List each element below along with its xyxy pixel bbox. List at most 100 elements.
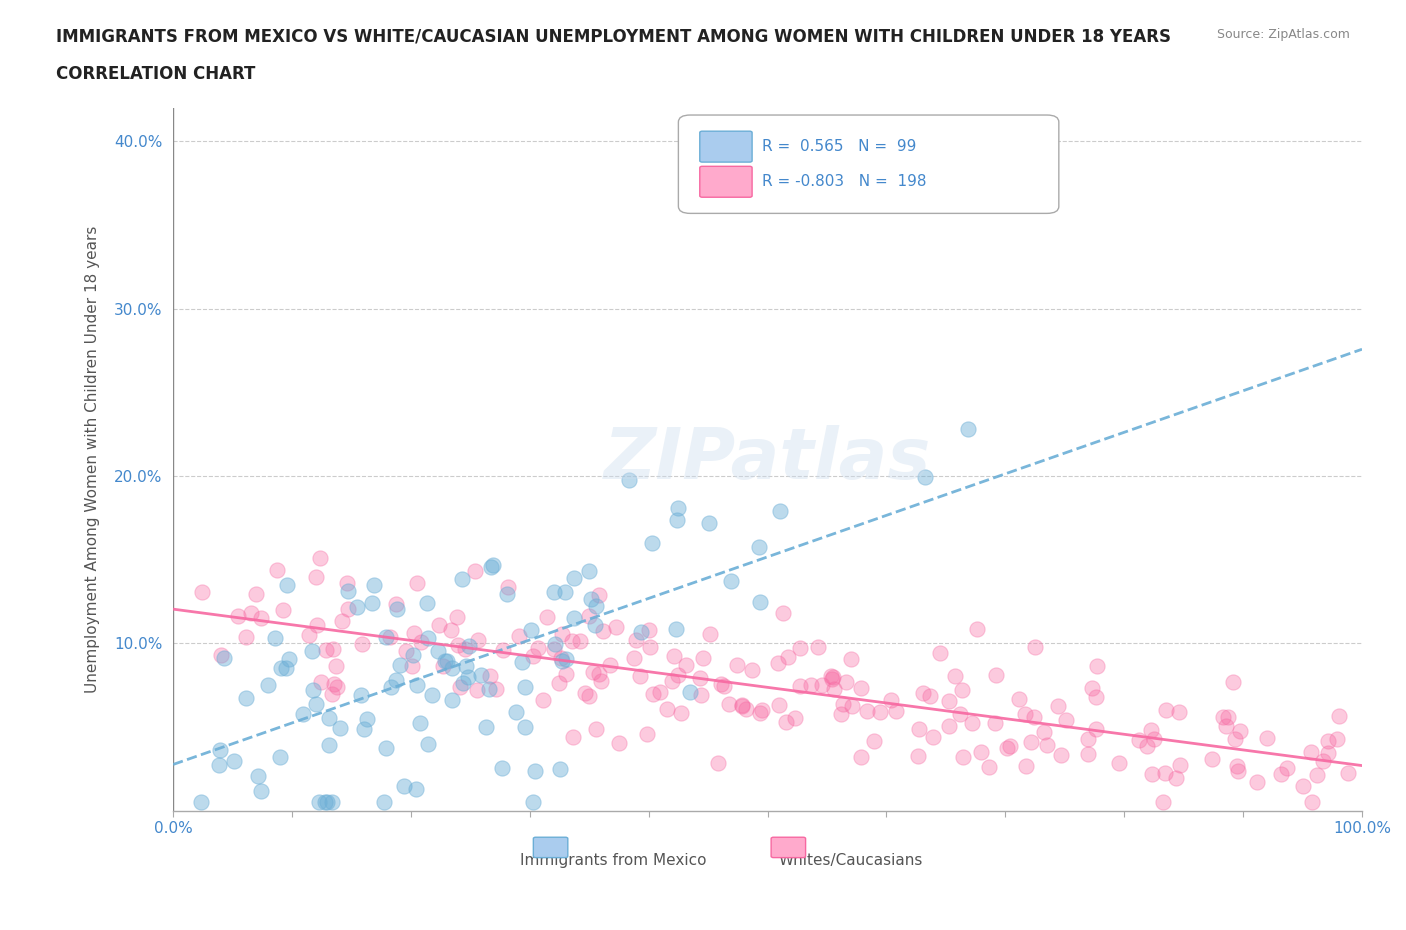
Point [692,650,714,665]
Point [479,559,502,574]
Point [315,643,337,658]
Point [669,706,692,721]
Point [318,711,340,725]
Point [966,622,988,637]
Point [478,669,501,684]
Point [222,753,245,768]
Point [522,649,544,664]
Point [554,585,576,600]
Point [276,578,298,592]
Point [1015,759,1038,774]
Point [562,610,585,625]
Point [675,658,697,672]
Point [543,584,565,599]
Point [748,539,770,554]
Point [783,711,806,725]
Point [1337,766,1360,781]
Point [432,658,454,673]
Point [440,693,463,708]
Point [315,795,337,810]
Point [266,563,288,578]
Point [1291,778,1313,793]
Text: Source: ZipAtlas.com: Source: ZipAtlas.com [1216,28,1350,41]
Point [920,689,942,704]
Point [766,656,789,671]
Point [1256,731,1278,746]
Point [352,637,374,652]
Point [257,677,280,692]
Point [475,720,498,735]
Point [226,609,249,624]
Point [235,630,257,644]
Point [336,576,359,591]
Point [208,742,231,757]
Point [321,686,343,701]
FancyBboxPatch shape [700,166,752,197]
Point [449,679,471,694]
Point [520,623,543,638]
Point [1008,692,1031,707]
Point [555,667,578,682]
Point [1140,766,1163,781]
Point [389,658,412,673]
Point [977,759,1000,774]
Point [464,564,486,578]
Point [446,637,468,652]
Point [938,719,960,734]
Point [921,729,943,744]
Point [862,734,884,749]
Point [950,683,973,698]
Point [605,619,627,634]
Point [713,679,735,694]
Point [952,750,974,764]
Point [513,720,536,735]
Point [821,671,844,686]
Point [929,645,952,660]
Point [1222,675,1244,690]
Point [578,688,600,703]
Point [332,614,354,629]
Point [446,609,468,624]
Point [624,633,647,648]
Y-axis label: Unemployment Among Women with Children Under 18 years: Unemployment Among Women with Children U… [86,226,100,693]
Point [578,564,600,578]
Point [1167,705,1189,720]
Point [1215,719,1237,734]
Point [190,795,212,810]
Point [477,682,499,697]
Point [465,682,488,697]
Point [821,670,844,684]
Point [851,750,873,764]
Point [496,579,519,594]
Point [451,675,474,690]
Point [583,618,606,632]
Point [436,654,458,669]
Point [406,678,429,693]
Point [984,716,1007,731]
Point [385,602,408,617]
Point [1226,759,1249,774]
Point [617,472,640,487]
Point [551,653,574,668]
Point [350,687,373,702]
Point [250,783,273,798]
Point [1317,745,1340,760]
Point [1152,795,1174,810]
Point [1077,732,1099,747]
Point [562,729,585,744]
Point [769,504,792,519]
Point [276,660,298,675]
Point [731,698,754,712]
Text: Immigrants from Mexico: Immigrants from Mexico [520,853,706,868]
Point [544,636,567,651]
Point [718,697,741,711]
Point [599,658,621,672]
Text: R =  0.565   N =  99: R = 0.565 N = 99 [762,140,915,154]
Point [384,672,406,687]
Point [835,675,858,690]
Point [209,647,232,662]
Point [1154,703,1177,718]
Point [409,715,432,730]
Point [457,670,479,684]
Point [772,605,794,620]
